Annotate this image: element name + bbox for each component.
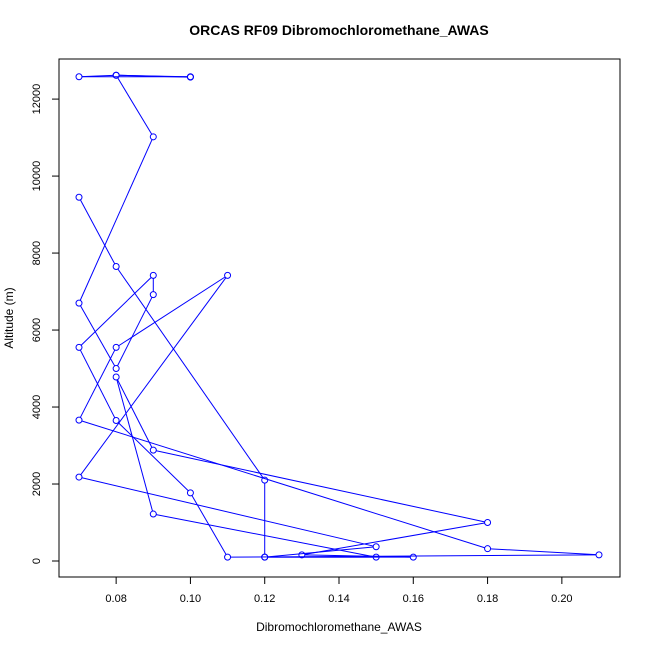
y-tick-label: 4000 [31,395,43,419]
series-segment [117,379,153,448]
y-tick-label: 12000 [31,84,43,115]
data-point [75,416,83,424]
x-tick-label: 0.12 [254,593,275,605]
data-point [149,133,157,141]
data-point [261,476,269,484]
chart-title: ORCAS RF09 Dibromochloromethane_AWAS [189,22,489,38]
series-segment [79,199,116,265]
data-point [112,417,120,425]
plot-frame [58,58,621,578]
series-segment [118,276,226,347]
y-tick-label: 6000 [31,318,43,342]
series-segment [79,139,153,301]
data-point [261,553,269,561]
y-axis: 0 2000 4000 6000 8000 10000 12000 [31,84,60,564]
data-point [186,73,194,81]
data-point [409,553,417,561]
data-point [595,551,603,559]
data-point [75,343,83,351]
data-point [484,519,492,527]
data-point [75,473,83,481]
series-segment [156,450,485,523]
series-segment [117,77,153,135]
data-point [298,551,306,559]
x-tick-label: 0.20 [551,593,572,605]
series-segment [304,522,485,555]
series-segment [304,554,411,558]
data-point [149,291,157,299]
data-point [372,553,380,561]
x-tick-label: 0.10 [180,593,201,605]
data-point [75,73,83,81]
series-segment [117,422,189,492]
x-tick-label: 0.14 [328,593,349,605]
series-segment [117,297,153,367]
y-tick-label: 2000 [31,472,43,496]
data-point [149,271,157,279]
x-axis: 0.08 0.10 0.12 0.14 0.16 0.18 0.20 [105,576,573,605]
series-segment [81,477,374,547]
data-series [75,71,603,561]
data-point [149,446,157,454]
series-segment [119,74,188,78]
series-segment [80,305,116,367]
x-tick-label: 0.16 [403,593,424,605]
data-point [224,271,232,279]
x-tick-label: 0.18 [477,593,498,605]
series-segment [117,268,264,478]
x-tick-label: 0.08 [105,593,126,605]
y-axis-label: Altitude (m) [2,287,16,348]
data-point [112,71,120,79]
series-segment [116,379,153,512]
y-tick-label: 0 [31,558,43,564]
y-tick-label: 10000 [31,161,43,192]
series-segment [80,277,227,475]
series-segment [80,277,152,346]
data-point [112,343,120,351]
data-point [484,545,492,553]
data-point [186,489,194,497]
data-point [112,365,120,373]
series-segment [79,349,116,418]
data-point [149,510,157,518]
data-point [112,373,120,381]
data-point [112,263,120,271]
y-tick-label: 8000 [31,241,43,265]
data-point [75,299,83,307]
data-point [224,553,232,561]
x-axis-label: Dibromochloromethane_AWAS [256,620,422,634]
series-segment [81,420,485,549]
data-point [372,543,380,551]
data-point [75,193,83,201]
series-segment [490,548,597,556]
